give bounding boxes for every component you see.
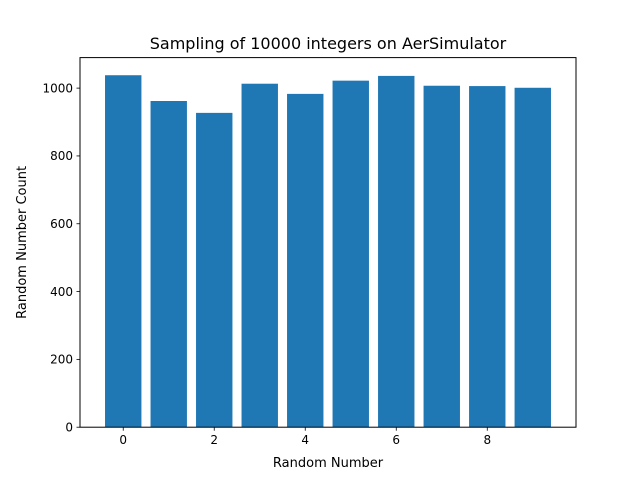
bar-7 [423,85,460,428]
x-axis-label: Random Number [273,456,384,471]
y-tick-label: 800 [50,149,73,163]
plot-frame [79,57,577,428]
bar-5 [332,80,369,428]
x-axis-ticks: 0 2 4 6 8 [119,427,491,447]
bar-2 [196,112,233,428]
y-tick-label: 200 [50,353,73,367]
y-tick-label: 600 [50,217,73,231]
y-axis-ticks: 0 200 400 600 800 1000 [42,81,80,435]
x-tick-label: 2 [210,433,218,447]
bar-8 [469,86,506,428]
x-tick-label: 8 [483,433,491,447]
bar-9 [514,87,551,428]
x-tick-label: 6 [392,433,400,447]
x-tick-label: 0 [119,433,127,447]
bar-1 [150,101,187,428]
y-tick-label: 1000 [42,81,73,95]
y-axis-label: Random Number Count [15,166,30,319]
y-tick-label: 0 [65,421,73,435]
x-tick-label: 4 [301,433,309,447]
bar-0 [105,75,142,428]
bar-6 [378,75,415,428]
bars-group [105,75,551,428]
bar-3 [241,83,278,428]
y-tick-label: 400 [50,285,73,299]
chart-title: Sampling of 10000 integers on AerSimulat… [150,34,507,53]
bar-4 [287,93,324,428]
